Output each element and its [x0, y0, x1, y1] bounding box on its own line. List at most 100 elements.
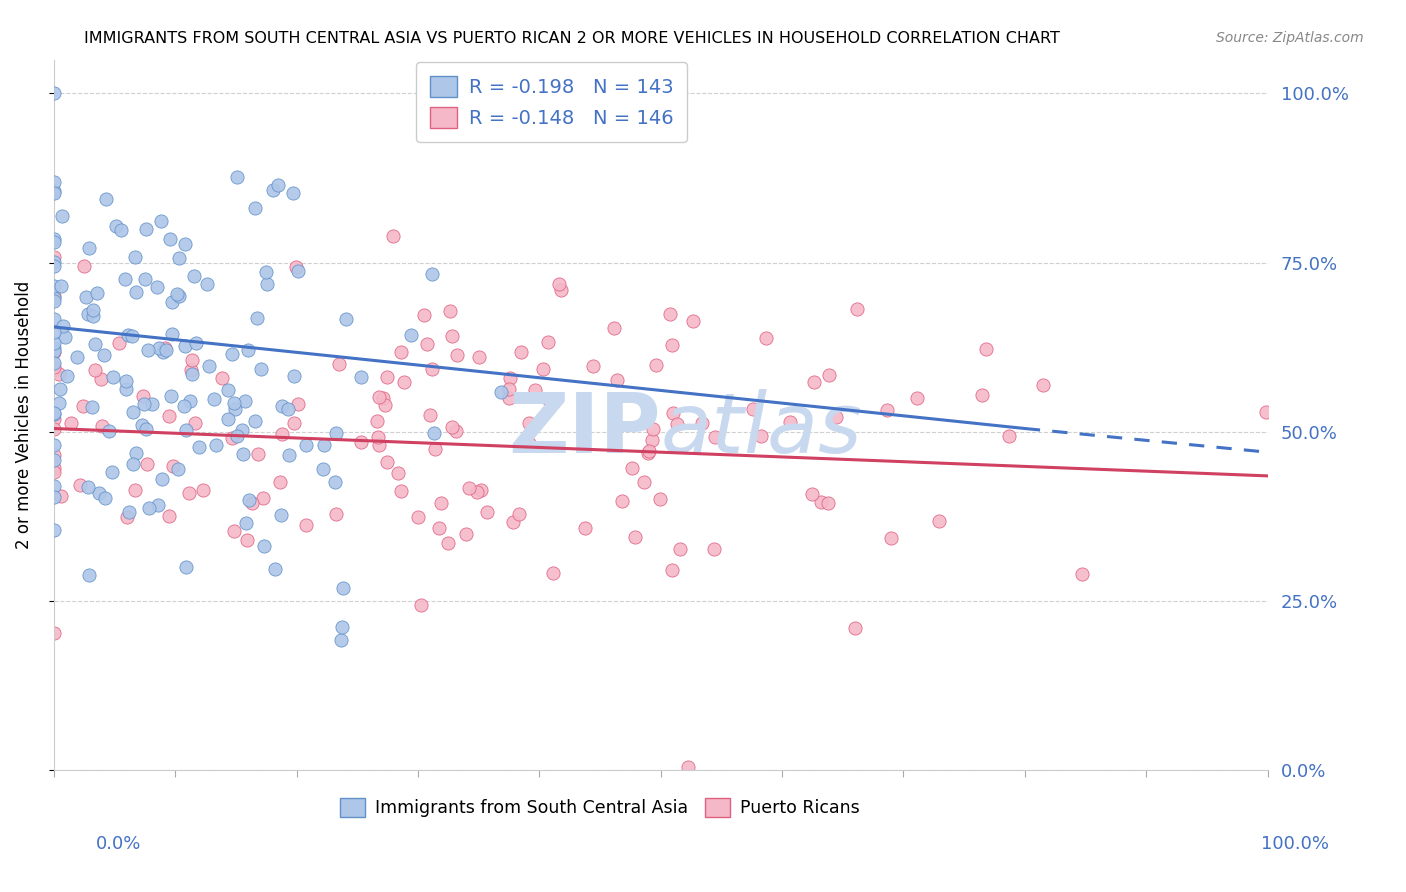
Point [157, 508, 180, 523]
Point [125, 285, 148, 299]
Point [174, 560, 197, 574]
Point [103, 369, 125, 384]
Point [184, 335, 207, 350]
Point [1256, 405, 1278, 419]
Point [633, 475, 655, 489]
Point [42, 356, 65, 370]
Point [392, 375, 415, 389]
Point [204, 438, 226, 452]
Point [270, 508, 292, 522]
Point [399, 327, 422, 342]
Point [232, 447, 254, 461]
Point [167, 461, 190, 475]
Point [817, 496, 839, 510]
Point [374, 398, 396, 412]
Point [183, 269, 205, 284]
Point [533, 362, 555, 376]
Point [643, 422, 665, 436]
Point [373, 392, 395, 406]
Point [427, 521, 450, 535]
Point [235, 533, 257, 547]
Point [779, 415, 801, 429]
Point [167, 289, 190, 303]
Point [77, 480, 100, 494]
Point [314, 438, 336, 452]
Point [382, 228, 405, 243]
Legend: Immigrants from South Central Asia, Puerto Ricans: Immigrants from South Central Asia, Puer… [332, 789, 869, 826]
Point [91, 419, 114, 434]
Point [470, 483, 492, 497]
Point [104, 219, 127, 233]
Point [42, 465, 65, 479]
Point [82, 303, 104, 318]
Point [350, 370, 373, 384]
Point [162, 459, 184, 474]
Point [409, 599, 432, 613]
Point [350, 434, 373, 449]
Point [245, 414, 267, 428]
Text: atlas: atlas [661, 389, 862, 470]
Point [281, 186, 304, 200]
Point [59, 416, 82, 430]
Point [510, 344, 533, 359]
Point [48, 368, 70, 382]
Point [94, 193, 117, 207]
Point [42, 490, 65, 504]
Point [703, 541, 725, 556]
Point [550, 283, 572, 297]
Point [755, 331, 778, 345]
Point [42, 294, 65, 309]
Point [876, 403, 898, 417]
Point [107, 336, 129, 351]
Point [77, 240, 100, 254]
Point [391, 344, 413, 359]
Point [42, 336, 65, 351]
Point [970, 388, 993, 402]
Point [42, 87, 65, 101]
Point [42, 461, 65, 475]
Point [243, 201, 266, 215]
Point [162, 326, 184, 341]
Point [117, 510, 139, 524]
Point [312, 461, 335, 475]
Text: ZIP: ZIP [508, 389, 661, 470]
Point [283, 369, 305, 384]
Point [138, 501, 160, 516]
Point [42, 363, 65, 377]
Point [90, 372, 112, 386]
Point [375, 370, 398, 384]
Point [180, 367, 202, 381]
Point [42, 184, 65, 198]
Point [367, 430, 389, 444]
Point [254, 265, 277, 279]
Point [439, 303, 461, 318]
Point [749, 429, 772, 443]
Point [42, 186, 65, 200]
Point [42, 344, 65, 359]
Point [252, 491, 274, 506]
Point [183, 416, 205, 430]
Point [225, 169, 247, 184]
Point [48, 396, 70, 410]
Y-axis label: 2 or more Vehicles in Household: 2 or more Vehicles in Household [15, 281, 32, 549]
Point [271, 399, 294, 413]
Point [42, 479, 65, 493]
Point [98, 424, 121, 438]
Point [283, 416, 305, 430]
Point [1032, 377, 1054, 392]
Point [441, 419, 464, 434]
Point [454, 527, 477, 541]
Point [537, 392, 560, 407]
Point [148, 341, 170, 355]
Point [173, 339, 195, 353]
Point [907, 391, 929, 405]
Point [603, 320, 626, 334]
Point [278, 449, 301, 463]
Point [742, 401, 765, 416]
Point [82, 309, 104, 323]
Point [508, 507, 530, 521]
Point [83, 363, 105, 377]
Point [118, 505, 141, 519]
Point [42, 448, 65, 462]
Point [135, 422, 157, 436]
